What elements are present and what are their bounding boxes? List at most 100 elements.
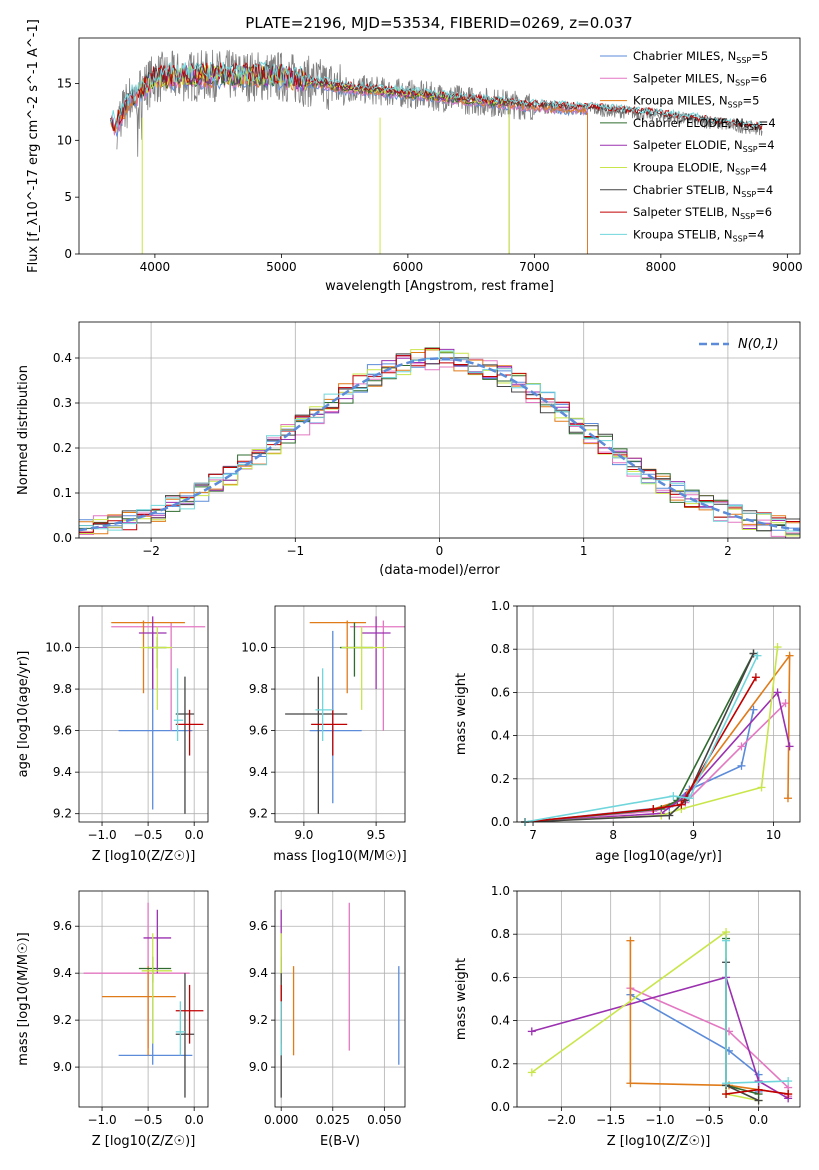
legend-label: Kroupa STELIB, NSSP=4 <box>633 227 764 243</box>
weight-marker <box>749 705 758 714</box>
errorbar-point <box>173 668 184 741</box>
weight-marker <box>737 742 746 751</box>
mass-vs-metallicity-panel: −1.0 −0.5 0.0 9.0 9.2 9.4 9.6 Z [log10(Z/Z☉)] ma… <box>16 890 209 1149</box>
model-spectrum-line <box>110 61 763 128</box>
figure-title: PLATE=2196, MJD=53534, FIBERID=0269, z=0… <box>245 14 632 32</box>
errorbar-point <box>118 966 193 1065</box>
weight-marker <box>685 794 694 803</box>
axes-frame <box>78 890 209 1108</box>
x-tick-label: 0.0 <box>749 1113 768 1127</box>
x-tick-label: 0.050 <box>367 1113 401 1127</box>
y-tick-label: 9.4 <box>249 966 268 980</box>
y-tick-label: 9.2 <box>53 807 72 821</box>
weight-line <box>524 655 759 823</box>
x-tick-label: −0.5 <box>695 1113 724 1127</box>
errorbar-point <box>315 668 333 741</box>
y-tick-label: 9.8 <box>53 682 72 696</box>
x-axis-label: Z [log10(Z/Z☉)] <box>607 1134 711 1149</box>
errorbar-point <box>140 626 173 710</box>
axes-frame <box>274 890 406 1108</box>
spectrum-panel: 4000 5000 6000 7000 8000 9000 0 5 10 15 wavelength… <box>26 19 803 294</box>
errorbar-point <box>285 676 348 814</box>
errorbar-point <box>141 933 173 1044</box>
x-axis-label: (data-model)/error <box>379 563 500 578</box>
weight-marker <box>722 1090 731 1099</box>
weight-marker <box>773 643 782 652</box>
mass-vs-ebv-panel: 0.000 0.025 0.050 9.0 9.2 9.4 9.6 E(B-V) <box>249 890 406 1149</box>
y-tick-label: 0.1 <box>53 486 72 500</box>
x-tick-label: 6000 <box>393 260 424 274</box>
x-axis-label: Z [log10(Z/Z☉)] <box>92 1134 196 1149</box>
y-axis-label: age [log10(age/yr)] <box>16 651 31 778</box>
y-tick-label: 10.0 <box>45 641 72 655</box>
weight-marker <box>784 1090 793 1099</box>
y-tick-label: 0.8 <box>491 927 510 941</box>
x-tick-label: 10 <box>766 828 781 842</box>
errorbar-point <box>340 622 374 677</box>
x-tick-label: −1 <box>286 544 304 558</box>
weight-line <box>524 690 791 823</box>
legend-label: Kroupa ELODIE, NSSP=4 <box>633 161 767 177</box>
errorbar-point <box>175 1001 185 1056</box>
weight-marker <box>754 1096 763 1105</box>
y-tick-label: 0.2 <box>53 441 72 455</box>
x-tick-label: 0.0 <box>185 828 204 842</box>
x-tick-label: 7 <box>529 828 537 842</box>
x-axis-label: Z [log10(Z/Z☉)] <box>92 849 196 864</box>
errorbar-point <box>175 709 204 756</box>
weight-marker <box>754 1077 763 1086</box>
y-tick-label: 1.0 <box>491 884 510 898</box>
x-axis-label: E(B-V) <box>320 1134 360 1149</box>
x-tick-label: −1.0 <box>87 1113 116 1127</box>
legend-label: Chabrier ELODIE, NSSP=4 <box>633 116 776 132</box>
weight-marker <box>785 651 794 660</box>
x-tick-label: 0 <box>436 544 444 558</box>
y-tick-label: 9.0 <box>249 1060 268 1074</box>
y-tick-label: 10.0 <box>241 641 268 655</box>
axes-frame <box>516 605 801 823</box>
age-vs-metallicity-panel: −1.0 −0.5 0.0 9.2 9.4 9.6 9.8 10.0 Z [log10(Z/Z☉… <box>16 605 209 864</box>
y-axis-label: mass weight <box>454 958 469 1040</box>
weight-marker <box>677 800 686 809</box>
y-tick-label: 9.4 <box>53 765 72 779</box>
y-tick-label: 0.4 <box>53 351 72 365</box>
y-tick-label: 0.2 <box>491 1057 510 1071</box>
weight-marker <box>649 805 658 814</box>
x-tick-label: −1.5 <box>596 1113 625 1127</box>
y-tick-label: 9.2 <box>53 1013 72 1027</box>
y-tick-label: 15 <box>57 76 72 90</box>
weight-line <box>725 940 789 1085</box>
weight-line <box>524 702 787 823</box>
y-tick-label: 5 <box>64 190 72 204</box>
errorbar-point <box>138 956 172 983</box>
errorbar-point <box>143 909 172 974</box>
weight-marker <box>754 1085 763 1094</box>
x-tick-label: 2 <box>724 544 732 558</box>
x-tick-label: 8 <box>609 828 617 842</box>
model-spectrum-line <box>110 67 588 254</box>
y-tick-label: 9.6 <box>249 919 268 933</box>
x-tick-label: 4000 <box>140 260 171 274</box>
y-axis-label: mass [log10(M/M☉)] <box>16 932 31 1065</box>
y-tick-label: 0.0 <box>53 531 72 545</box>
x-tick-label: 9 <box>690 828 698 842</box>
weight-marker <box>753 651 762 660</box>
y-tick-label: 9.8 <box>249 682 268 696</box>
legend-label: Chabrier MILES, NSSP=5 <box>633 49 768 65</box>
y-tick-label: 0.3 <box>53 396 72 410</box>
errorbar-point <box>175 973 195 1098</box>
x-axis-label: wavelength [Angstrom, rest frame] <box>325 279 554 294</box>
weight-marker <box>783 794 792 803</box>
weight-marker <box>722 928 731 937</box>
y-tick-label: 1.0 <box>491 599 510 613</box>
weight-marker <box>626 1079 635 1088</box>
y-tick-label: 0.4 <box>491 1014 510 1028</box>
weight-line <box>524 653 755 823</box>
axes-frame <box>78 321 801 539</box>
weight-marker <box>722 1079 731 1088</box>
x-tick-label: −2.0 <box>547 1113 576 1127</box>
y-tick-label: 9.4 <box>249 765 268 779</box>
normal-reference-curve <box>78 357 801 532</box>
weight-marker <box>722 936 731 945</box>
x-tick-label: 0.0 <box>185 1113 204 1127</box>
